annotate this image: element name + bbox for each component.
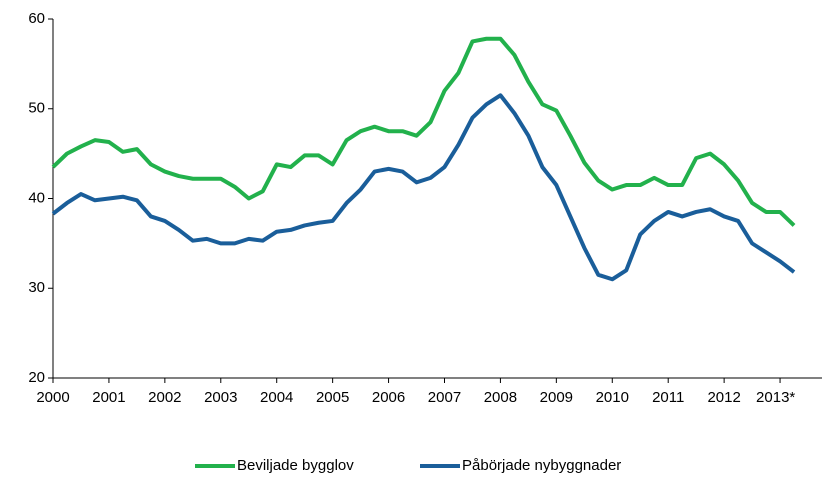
legend-label: Beviljade bygglov <box>237 457 354 474</box>
x-tick-label: 2003 <box>204 389 237 406</box>
x-tick-label: 2010 <box>596 389 629 406</box>
legend-label: Påbörjade nybyggnader <box>462 457 621 474</box>
y-tick-label: 20 <box>28 369 45 386</box>
x-tick-label: 2011 <box>652 389 684 406</box>
x-tick-label: 2005 <box>316 389 349 406</box>
series-line <box>51 36 796 227</box>
x-tick-label: 2013* <box>756 389 795 406</box>
y-tick-label: 30 <box>28 279 45 296</box>
x-tick-label: 2012 <box>707 389 740 406</box>
y-tick-label: 60 <box>28 10 45 27</box>
series-line <box>51 93 796 282</box>
x-tick-label: 2008 <box>484 389 517 406</box>
x-tick-label: 2004 <box>260 389 293 406</box>
x-tick-label: 2006 <box>372 389 405 406</box>
y-tick-label: 50 <box>28 100 45 117</box>
x-tick-label: 2007 <box>428 389 461 406</box>
y-tick-label: 40 <box>28 189 45 206</box>
x-tick-label: 2000 <box>36 389 69 406</box>
x-tick-label: 2001 <box>92 389 125 406</box>
x-tick-label: 2002 <box>148 389 181 406</box>
x-tick-label: 2009 <box>540 389 573 406</box>
